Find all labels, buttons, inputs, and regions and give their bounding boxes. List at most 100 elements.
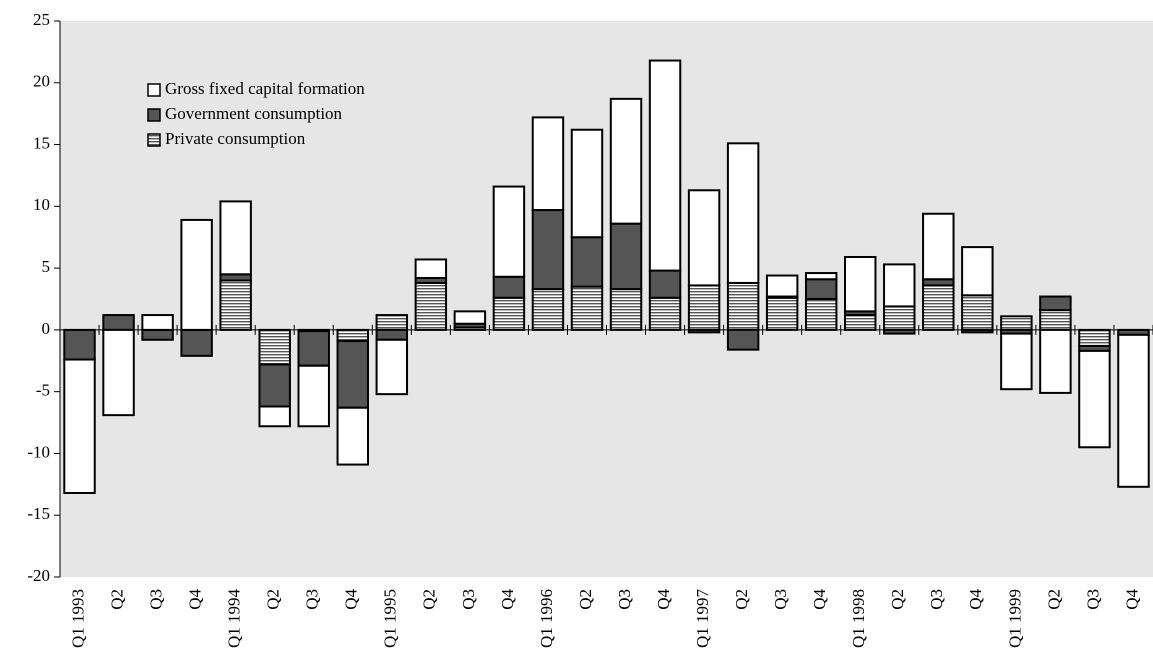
y-tick-label: 15 [33,133,50,152]
bar-segment [1000,332,1033,391]
x-tick-label: Q3 [146,589,165,610]
bar-segment [531,288,565,331]
bar-segment [414,258,448,279]
bar-segment [1078,349,1111,449]
bar-segment [141,328,174,341]
y-tick-label: -10 [27,442,50,461]
bar-segment [844,314,877,331]
legend-label: Government consumption [165,104,343,123]
x-tick-label: Q2 [732,589,751,610]
bar-segment [180,328,213,357]
bar-segment [1039,309,1072,331]
bar-segment [1000,315,1033,331]
bar-segment [141,314,174,331]
y-tick-label: -5 [36,381,50,400]
bar-segment [765,296,799,331]
x-tick-label: Q2 [888,589,907,610]
bar-segment [219,279,252,331]
bar-segment [1117,333,1150,488]
legend-swatch [147,133,161,147]
bar-segment [609,288,643,331]
x-tick-label: Q3 [771,589,790,610]
bar-segment [961,294,994,331]
x-tick-label: Q4 [342,589,361,610]
x-tick-label: Q4 [1122,589,1141,610]
bar-segment [102,314,135,331]
bar-segment [1039,295,1072,312]
bar-segment [922,284,955,331]
x-tick-label: Q4 [966,589,985,610]
x-tick-label: Q2 [107,589,126,610]
bar-segment [844,255,877,313]
x-tick-label: Q1 1999 [1005,589,1024,648]
bar-segment [804,298,838,331]
bar-segment [336,340,369,409]
bar-segment [883,305,916,331]
y-tick-label: 25 [33,10,50,29]
bar-segment [609,222,643,291]
x-tick-label: Q3 [303,589,322,610]
bar-segment [1039,328,1072,394]
legend-label: Gross fixed capital formation [165,79,365,98]
x-tick-label: Q2 [264,589,283,610]
x-tick-label: Q3 [927,589,946,610]
bar-segment [531,209,565,291]
bar-segment [63,358,96,494]
x-tick-label: Q4 [654,589,673,610]
x-tick-label: Q3 [459,589,478,610]
x-tick-label: Q3 [1083,589,1102,610]
bar-segment [648,296,682,331]
x-tick-label: Q1 1996 [537,589,556,648]
x-tick-label: Q1 1994 [225,589,244,649]
legend-swatch [147,83,161,97]
x-tick-label: Q2 [576,589,595,610]
bar-segment [297,364,330,428]
x-tick-label: Q1 1998 [849,589,868,648]
y-tick-label: 10 [33,195,50,214]
bar-segment [531,116,565,212]
bar-segment [180,218,213,331]
y-tick-label: 0 [42,319,51,338]
x-tick-label: Q1 1997 [693,589,712,649]
bar-segment [687,284,721,331]
bar-segment [922,212,955,281]
y-tick-label: -15 [27,504,50,523]
x-tick-label: Q3 [615,589,634,610]
bar-segment [258,405,291,428]
bar-segment [414,281,448,331]
bar-segment [570,285,604,331]
x-tick-label: Q2 [420,589,439,610]
bar-segment [804,272,838,281]
bar-segment [648,269,682,299]
bar-segment [336,328,369,343]
bar-segment [804,278,838,300]
y-tick-label: 5 [42,257,51,276]
bar-segment [570,236,604,288]
bar-segment [687,189,721,287]
bar-segment [492,296,526,331]
bar-segment [726,281,760,331]
x-tick-label: Q4 [498,589,517,610]
bar-segment [726,328,760,351]
bar-segment [63,328,96,361]
bar-segment [883,263,916,308]
x-tick-label: Q4 [186,589,205,610]
bar-segment [375,314,409,331]
x-tick-label: Q2 [1044,589,1063,610]
bar-segment [336,406,369,466]
bar-segment [375,328,409,341]
bar-segment [961,246,994,297]
bar-segment [492,185,526,278]
x-tick-label: Q1 1995 [381,589,400,648]
x-tick-label: Q4 [810,589,829,610]
y-tick-label: -20 [27,566,50,585]
legend-swatch [147,108,161,122]
bar-segment [570,128,604,239]
bar-segment [297,330,330,367]
bar-segment [258,363,291,408]
bar-segment [765,274,799,298]
bar-segment [726,142,760,284]
bar-segment [609,97,643,225]
bar-segment [258,328,291,366]
